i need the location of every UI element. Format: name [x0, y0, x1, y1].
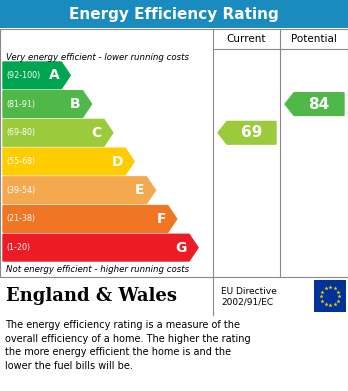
Text: (55-68): (55-68) — [6, 157, 35, 166]
Polygon shape — [3, 234, 198, 261]
Text: F: F — [156, 212, 166, 226]
Text: B: B — [70, 97, 81, 111]
Text: (1-20): (1-20) — [6, 243, 30, 252]
Text: (69-80): (69-80) — [6, 128, 35, 137]
Text: Current: Current — [227, 34, 266, 44]
Text: C: C — [92, 126, 102, 140]
Text: Very energy efficient - lower running costs: Very energy efficient - lower running co… — [6, 52, 189, 61]
Text: A: A — [48, 68, 59, 83]
Text: Potential: Potential — [291, 34, 337, 44]
Text: E: E — [135, 183, 144, 197]
Polygon shape — [3, 177, 156, 204]
Text: England & Wales: England & Wales — [6, 287, 177, 305]
Polygon shape — [3, 148, 134, 175]
Polygon shape — [3, 119, 113, 146]
Text: 2002/91/EC: 2002/91/EC — [221, 298, 273, 307]
Bar — [0, 277, 348, 315]
Text: Not energy efficient - higher running costs: Not energy efficient - higher running co… — [6, 265, 189, 274]
Bar — [314, 280, 346, 312]
Text: 69: 69 — [241, 125, 262, 140]
Text: The energy efficiency rating is a measure of the
overall efficiency of a home. T: The energy efficiency rating is a measur… — [5, 320, 251, 371]
Text: (39-54): (39-54) — [6, 186, 35, 195]
Text: 84: 84 — [308, 97, 330, 111]
Bar — [0, 0, 348, 28]
Text: (21-38): (21-38) — [6, 214, 35, 223]
Polygon shape — [285, 93, 344, 115]
Text: (81-91): (81-91) — [6, 100, 35, 109]
Polygon shape — [218, 122, 276, 144]
Text: (92-100): (92-100) — [6, 71, 40, 80]
Polygon shape — [3, 206, 177, 232]
Text: G: G — [176, 240, 187, 255]
Text: D: D — [112, 154, 123, 169]
Text: Energy Efficiency Rating: Energy Efficiency Rating — [69, 7, 279, 22]
Polygon shape — [3, 91, 92, 117]
Polygon shape — [3, 62, 70, 89]
Bar — [0, 29, 348, 277]
Text: EU Directive: EU Directive — [221, 287, 277, 296]
